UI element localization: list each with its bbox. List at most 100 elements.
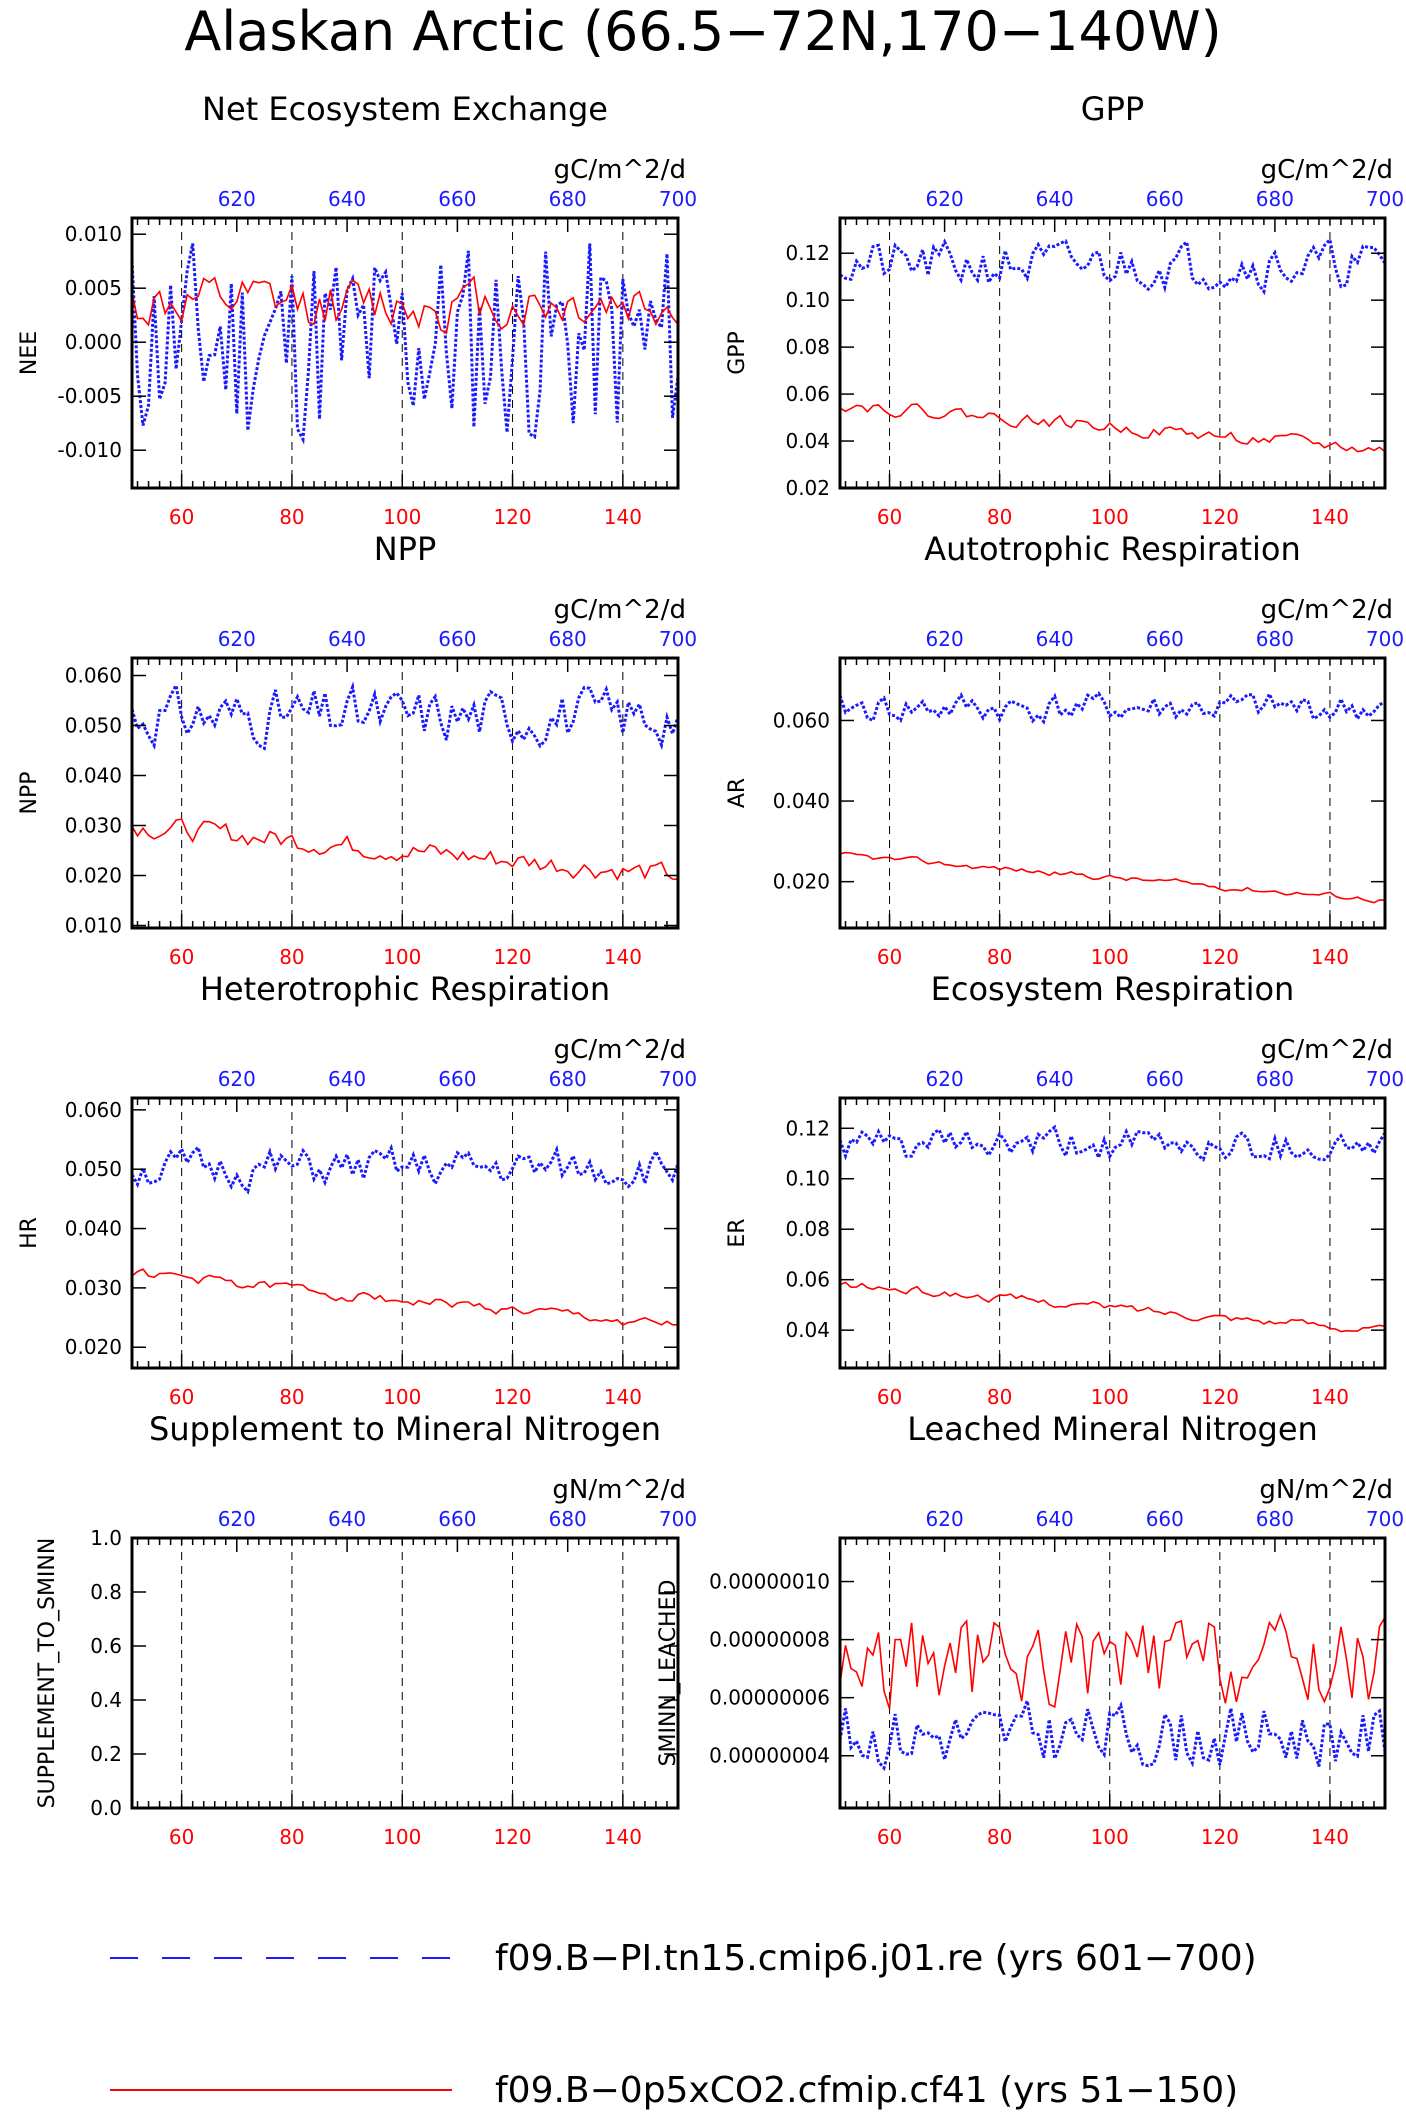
series-line-control [838, 1694, 1387, 1772]
x-tick-label: 140 [604, 505, 642, 529]
top-tick-label: 620 [218, 1067, 256, 1091]
plot-frame [838, 656, 1387, 930]
top-tick-label: 680 [549, 627, 587, 651]
x-tick-label: 120 [493, 945, 531, 969]
x-tick-label: 100 [383, 1385, 421, 1409]
y-tick-label: 0.060 [773, 708, 830, 732]
panel-1: Net Ecosystem Exchange gC/m^2/d 60 80 100 120… [17, 90, 697, 529]
y-tick-label: 0.12 [785, 241, 830, 265]
units-label: gC/m^2/d [554, 1035, 686, 1065]
plot-frame [838, 1536, 1387, 1810]
top-tick-label: 640 [1036, 1067, 1074, 1091]
units-label: gN/m^2/d [552, 1475, 686, 1505]
y-tick-label: 0.00000004 [709, 1744, 830, 1768]
x-tick-label: 80 [987, 505, 1012, 529]
y-tick-label: 0.04 [785, 1318, 830, 1342]
y-tick-label: 0.6 [90, 1634, 122, 1658]
x-tick-label: 60 [877, 1825, 902, 1849]
x-tick-label: 60 [169, 1385, 194, 1409]
y-tick-label: 0.050 [65, 1157, 122, 1181]
x-tick-label: 100 [383, 945, 421, 969]
top-tick-label: 640 [328, 187, 366, 211]
top-tick-label: 640 [1036, 1507, 1074, 1531]
panel-title: Leached Mineral Nitrogen [907, 1410, 1318, 1448]
panel-7: Supplement to Mineral Nitrogen gN/m^2/d 60… [35, 1410, 697, 1849]
top-tick-label: 660 [1146, 187, 1184, 211]
y-tick-label: 0.030 [65, 1276, 122, 1300]
top-tick-label: 640 [1036, 627, 1074, 651]
y-tick-label: 0.040 [65, 764, 122, 788]
plot-frame [130, 1536, 680, 1810]
top-tick-label: 660 [438, 1507, 476, 1531]
top-tick-label: 620 [926, 627, 964, 651]
x-tick-label: 140 [604, 1385, 642, 1409]
x-tick-label: 80 [987, 1385, 1012, 1409]
series-line-control [130, 680, 680, 751]
top-tick-label: 620 [926, 1067, 964, 1091]
series-line-experiment [131, 1268, 679, 1327]
y-tick-label: 0.06 [785, 1268, 830, 1292]
x-tick-label: 120 [1201, 1825, 1239, 1849]
top-tick-label: 660 [438, 1067, 476, 1091]
y-tick-label: 0.8 [90, 1580, 122, 1604]
legend: f09.B−PI.tn15.cmip6.j01.re (yrs 601−700)… [110, 1938, 1257, 2111]
y-tick-label: 0.020 [773, 870, 830, 894]
y-tick-label: 0.00000010 [709, 1570, 830, 1594]
top-tick-label: 660 [1146, 627, 1184, 651]
top-tick-label: 620 [218, 187, 256, 211]
series-line-experiment [839, 851, 1386, 904]
panel-4: Autotrophic Respiration gC/m^2/d 60 80 100 12… [725, 530, 1404, 969]
panel-title: NPP [374, 530, 437, 568]
top-tick-label: 660 [438, 187, 476, 211]
y-tick-label: 0.060 [65, 1098, 122, 1122]
y-tick-label: 1.0 [90, 1526, 122, 1550]
y-tick-label: 0.00000008 [709, 1628, 830, 1652]
plot-frame [130, 656, 680, 930]
x-tick-label: 60 [169, 945, 194, 969]
x-tick-label: 60 [877, 945, 902, 969]
x-tick-label: 60 [877, 505, 902, 529]
y-axis-label: AR [725, 778, 750, 808]
y-tick-label: 0.10 [785, 288, 830, 312]
top-tick-label: 640 [1036, 187, 1074, 211]
x-tick-label: 100 [1091, 1385, 1129, 1409]
x-tick-label: 100 [1091, 505, 1129, 529]
top-tick-label: 680 [549, 187, 587, 211]
y-axis-label: SUPPLEMENT_TO_SMINN [35, 1538, 60, 1809]
panel-title: Supplement to Mineral Nitrogen [149, 1410, 661, 1448]
top-tick-label: 700 [1366, 1507, 1404, 1531]
y-tick-label: 0.2 [90, 1742, 122, 1766]
x-tick-label: 140 [1311, 1385, 1349, 1409]
top-tick-label: 620 [926, 187, 964, 211]
x-tick-label: 140 [604, 1825, 642, 1849]
y-tick-label: 0.020 [65, 1335, 122, 1359]
top-tick-label: 660 [438, 627, 476, 651]
top-tick-label: 620 [218, 627, 256, 651]
panel-title: Net Ecosystem Exchange [202, 90, 608, 128]
figure-title: Alaskan Arctic (66.5−72N,170−140W) [184, 0, 1221, 63]
x-tick-label: 100 [383, 1825, 421, 1849]
x-tick-label: 140 [604, 945, 642, 969]
x-tick-label: 100 [1091, 1825, 1129, 1849]
y-tick-label: -0.005 [58, 384, 122, 408]
y-tick-label: 0.02 [785, 476, 830, 500]
y-axis-label: HR [17, 1217, 42, 1249]
x-tick-label: 100 [383, 505, 421, 529]
top-tick-label: 640 [328, 1067, 366, 1091]
panel-5: Heterotrophic Respiration gC/m^2/d 60 80 100… [17, 970, 697, 1409]
y-tick-label: 0.0 [90, 1796, 122, 1820]
top-tick-label: 700 [659, 1067, 697, 1091]
x-tick-label: 120 [1201, 505, 1239, 529]
series-line-control [838, 1124, 1387, 1162]
series-line-control [130, 243, 680, 445]
panel-2: GPP gC/m^2/d 60 80 100 120 140 620 640 660 680 700 0… [725, 90, 1404, 529]
x-tick-label: 120 [493, 505, 531, 529]
x-tick-label: 80 [279, 1385, 304, 1409]
top-tick-label: 620 [218, 1507, 256, 1531]
y-tick-label: 0.010 [65, 914, 122, 938]
x-tick-label: 80 [987, 945, 1012, 969]
y-tick-label: 0.00000006 [709, 1686, 830, 1710]
top-tick-label: 620 [926, 1507, 964, 1531]
top-tick-label: 640 [328, 1507, 366, 1531]
y-tick-label: 0.005 [65, 276, 122, 300]
